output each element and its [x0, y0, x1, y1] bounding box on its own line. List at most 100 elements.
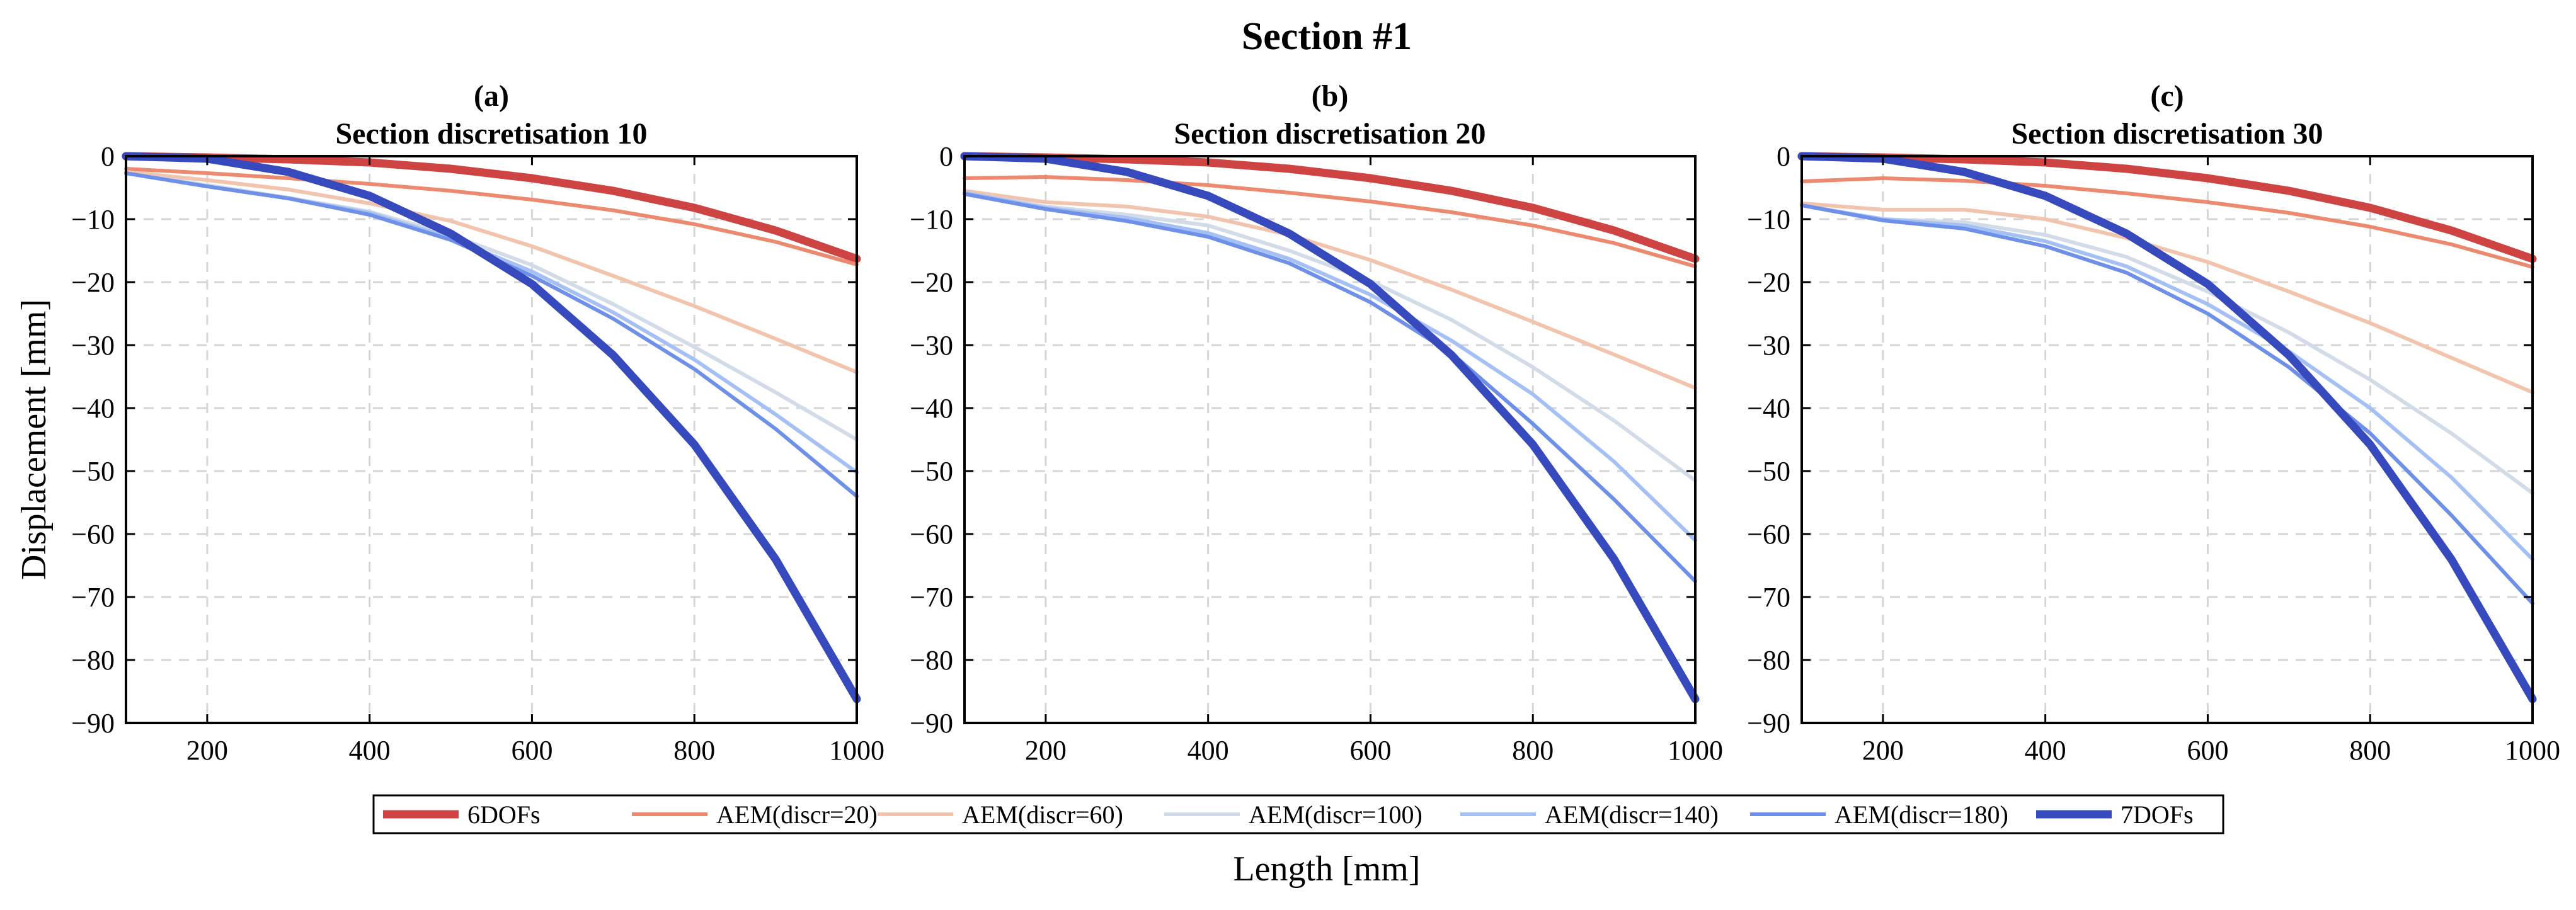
series-group: [122, 152, 861, 703]
series-line-aem-discr-20: [963, 175, 1697, 268]
subplot-grid: 200 400 600 800 1000 0 −10 −20 −30 −40 −50 −60 −70 −8…: [71, 79, 2560, 766]
y-tick-label: −50: [910, 456, 953, 487]
y-tick-label: −80: [71, 645, 115, 676]
series-group: [960, 152, 1700, 703]
series-line-aem-discr-140: [963, 191, 1697, 542]
x-tick-label: 1000: [829, 735, 884, 766]
y-tick-label: 0: [1777, 141, 1790, 172]
y-tick-label: −90: [71, 708, 115, 739]
y-tick-label: −70: [1747, 582, 1790, 613]
y-tick-label: −90: [910, 708, 953, 739]
plot-area: [126, 156, 857, 723]
series-line-aem-discr-60: [1800, 202, 2534, 394]
series-line-aem-discr-100: [963, 191, 1697, 482]
series-line-aem-discr-20: [1800, 176, 2534, 269]
legend-label: AEM(discr=140): [1545, 800, 1719, 829]
x-tick-label: 400: [349, 735, 391, 766]
y-tick-label: −80: [1747, 645, 1790, 676]
legend-label: AEM(discr=60): [962, 800, 1123, 829]
legend-entry-aem-discr-60: AEM(discr=60): [878, 800, 1123, 829]
series-line-7dofs: [122, 152, 861, 703]
legend-entry-aem-discr-100: AEM(discr=100): [1164, 800, 1423, 829]
x-tick-label: 400: [2025, 735, 2066, 766]
y-tick-label: −20: [1747, 267, 1790, 298]
y-tick-label: −90: [1747, 708, 1790, 739]
x-tick-label: 200: [1025, 735, 1067, 766]
legend-entry-aem-discr-140: AEM(discr=140): [1460, 800, 1719, 829]
y-tick-label: 0: [939, 141, 953, 172]
y-tick-label: −40: [910, 393, 953, 424]
series-line-aem-discr-180: [1800, 203, 2534, 605]
y-tick-label: −40: [1747, 393, 1790, 424]
subplot-3: 200 400 600 800 1000 0 −10 −20 −30 −40 −50 −60 −70 −8…: [1747, 79, 2560, 766]
y-tick-label: −40: [71, 393, 115, 424]
subplot-1: 200 400 600 800 1000 0 −10 −20 −30 −40 −50 −60 −70 −8…: [71, 79, 884, 766]
legend-entry-6dofs: 6DOFs: [383, 800, 541, 829]
y-tick-label: −30: [910, 330, 953, 361]
x-tick-label: 600: [511, 735, 552, 766]
series-line-aem-discr-20: [124, 167, 859, 266]
subplot-label: (a): [474, 79, 509, 113]
y-tick-label: −50: [1747, 456, 1790, 487]
subplot-2: 200 400 600 800 1000 0 −10 −20 −30 −40 −50 −60 −70 −8…: [910, 79, 1723, 766]
x-tick-label: 800: [673, 735, 715, 766]
x-axis-label: Length [mm]: [1233, 850, 1420, 889]
legend-entry-aem-discr-180: AEM(discr=180): [1750, 800, 2008, 829]
y-tick-label: −10: [1747, 204, 1790, 235]
series-line-6dofs: [122, 152, 861, 263]
series-line-7dofs: [1797, 152, 2537, 703]
series-line-7dofs: [960, 152, 1700, 703]
series-line-6dofs: [1797, 152, 2537, 263]
plot-area: [1802, 156, 2533, 723]
y-tick-label: −70: [910, 582, 953, 613]
y-axis-label: Displacement [mm]: [14, 299, 54, 580]
legend-label: AEM(discr=100): [1249, 800, 1423, 829]
x-tick-label: 600: [1349, 735, 1391, 766]
y-tick-label: −70: [71, 582, 115, 613]
subplot-title: Section discretisation 10: [335, 117, 647, 151]
series-line-aem-discr-60: [963, 189, 1697, 390]
y-tick-label: −30: [71, 330, 115, 361]
legend-label: AEM(discr=180): [1835, 800, 2008, 829]
ticks: 200 400 600 800 1000 0 −10 −20 −30 −40 −50 −60 −70 −8…: [1747, 141, 2560, 766]
series-line-6dofs: [960, 152, 1700, 263]
x-tick-label: 200: [1862, 735, 1904, 766]
legend-label: 7DOFs: [2121, 800, 2194, 829]
ticks: 200 400 600 800 1000 0 −10 −20 −30 −40 −50 −60 −70 −8…: [71, 141, 884, 766]
y-tick-label: −80: [910, 645, 953, 676]
series-group: [1797, 152, 2537, 703]
y-tick-label: 0: [101, 141, 115, 172]
y-tick-label: −30: [1747, 330, 1790, 361]
legend: 6DOFs AEM(discr=20) AEM(discr=60) AEM(discr…: [372, 794, 2224, 834]
y-tick-label: −60: [71, 519, 115, 550]
y-tick-label: −50: [71, 456, 115, 487]
series-line-aem-discr-180: [963, 192, 1697, 583]
y-tick-label: −20: [71, 267, 115, 298]
y-tick-label: −10: [910, 204, 953, 235]
x-tick-label: 1000: [1668, 735, 1723, 766]
x-tick-label: 1000: [2505, 735, 2560, 766]
axes-box: [125, 155, 858, 724]
subplot-title: Section discretisation 30: [2011, 117, 2323, 151]
legend-entry-aem-discr-20: AEM(discr=20): [632, 800, 878, 829]
y-tick-label: −60: [910, 519, 953, 550]
x-tick-label: 400: [1188, 735, 1229, 766]
series-line-aem-discr-60: [124, 170, 859, 374]
subplot-label: (c): [2150, 79, 2184, 113]
subplot-title: Section discretisation 20: [1174, 117, 1485, 151]
legend-label: AEM(discr=20): [716, 800, 878, 829]
legend-items: 6DOFs AEM(discr=20) AEM(discr=60) AEM(discr…: [383, 800, 2194, 829]
figure-suptitle: Section #1: [1242, 15, 1412, 58]
series-line-aem-discr-140: [1800, 203, 2534, 561]
axes-box: [963, 155, 1697, 724]
axes-box: [1800, 155, 2534, 724]
x-tick-label: 800: [2349, 735, 2391, 766]
legend-label: 6DOFs: [467, 800, 541, 829]
plot-area: [965, 156, 1695, 723]
y-tick-label: −20: [910, 267, 953, 298]
x-tick-label: 800: [1512, 735, 1554, 766]
ticks: 200 400 600 800 1000 0 −10 −20 −30 −40 −50 −60 −70 −8…: [910, 141, 1723, 766]
legend-entry-7dofs: 7DOFs: [2036, 800, 2194, 829]
x-tick-label: 600: [2187, 735, 2228, 766]
